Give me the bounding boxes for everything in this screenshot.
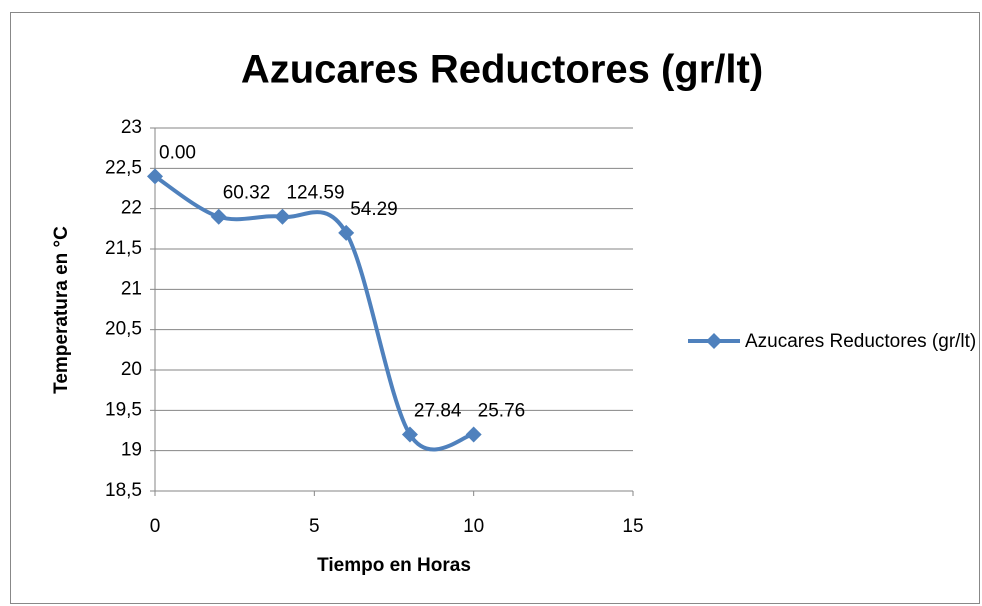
y-tick-label: 19 — [121, 440, 142, 461]
marker — [401, 426, 418, 443]
marker — [465, 426, 482, 443]
y-tick-label: 20,5 — [105, 319, 142, 340]
marker — [147, 168, 163, 185]
data-label: 124.59 — [286, 183, 344, 204]
data-label: 25.76 — [478, 401, 526, 422]
y-tick-label: 21 — [121, 278, 142, 299]
y-tick-label: 20 — [121, 359, 142, 380]
y-axis-title: Temperatura en °C — [51, 226, 72, 394]
y-tick-label: 19,5 — [105, 399, 142, 420]
chart-title: Azucares Reductores (gr/lt) — [241, 48, 763, 92]
marker — [274, 208, 291, 225]
marker — [338, 224, 355, 241]
y-tick-label: 22,5 — [105, 157, 142, 178]
y-tick-label: 21,5 — [105, 238, 142, 259]
x-axis-title: Tiempo en Horas — [317, 555, 471, 576]
chart-border — [10, 12, 980, 604]
y-tick-label: 22 — [121, 198, 142, 219]
data-label: 54.29 — [350, 199, 398, 220]
y-tick-label: 23 — [121, 117, 142, 138]
x-tick-label: 5 — [309, 516, 320, 537]
x-tick-label: 0 — [150, 516, 161, 537]
legend-label: Azucares Reductores (gr/lt) — [745, 331, 977, 352]
x-tick-label: 15 — [622, 516, 643, 537]
y-tick-label: 18,5 — [105, 480, 142, 501]
x-tick-label: 10 — [463, 516, 484, 537]
data-label: 0.00 — [159, 142, 196, 163]
marker — [210, 208, 227, 225]
data-label: 27.84 — [414, 401, 462, 422]
legend-marker — [706, 333, 722, 349]
data-label: 60.32 — [223, 183, 271, 204]
